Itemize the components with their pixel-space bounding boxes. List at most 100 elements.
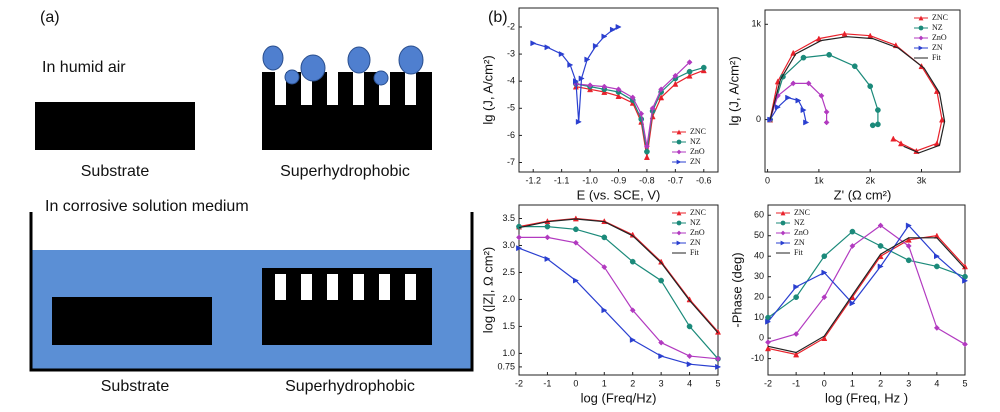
data-point	[672, 72, 679, 79]
data-point	[877, 243, 884, 249]
data-point	[587, 82, 594, 89]
data-point	[715, 363, 722, 370]
data-point	[934, 253, 941, 260]
data-point	[609, 26, 616, 33]
data-point	[905, 257, 912, 264]
series-line	[767, 224, 966, 345]
data-point	[851, 63, 858, 70]
data-point	[615, 23, 622, 30]
data-point	[867, 83, 874, 90]
legend-label: NZ	[794, 218, 805, 227]
data-point	[592, 42, 599, 49]
data-point	[877, 222, 884, 229]
data-point	[658, 94, 665, 101]
chart: -2 -1 0 1 2 3 4 5 3.5 3.0 2.5 2.0 1.5 1.0 0.75 log (Fre…	[480, 204, 722, 405]
data-point	[544, 234, 551, 241]
legend-symbol	[918, 35, 924, 41]
data-point	[765, 318, 772, 325]
data-point	[638, 110, 645, 117]
series-line	[769, 33, 943, 152]
series-line	[519, 236, 719, 360]
data-point	[905, 243, 912, 249]
x-tick-label: 1	[602, 378, 607, 388]
data-point	[821, 269, 828, 276]
x-tick-label: 2k	[865, 175, 875, 185]
data-point	[629, 336, 636, 343]
data-point	[715, 355, 721, 362]
series-line	[769, 82, 828, 123]
plot-frame	[767, 204, 966, 376]
data-point	[658, 353, 665, 360]
y-tick-label: -2	[507, 21, 515, 31]
legend-label: ZN	[932, 43, 943, 52]
data-point	[658, 277, 664, 284]
substrate-block	[35, 102, 195, 150]
data-point	[905, 236, 912, 243]
data-point	[544, 223, 551, 230]
legend-label: ZN	[690, 157, 701, 166]
data-point	[573, 78, 580, 85]
data-point	[573, 226, 579, 233]
series-line	[767, 224, 966, 323]
data-point	[875, 121, 881, 128]
series-line	[518, 217, 719, 333]
data-point	[793, 283, 800, 290]
data-point	[933, 324, 940, 331]
x-tick-label: -0.6	[696, 175, 712, 185]
y-tick-label: 1.5	[502, 321, 515, 331]
y-tick-label: 30	[754, 271, 764, 281]
panel-a: (a) In humid air Substrate Superhydropho…	[29, 9, 474, 395]
legend-label: ZNC	[794, 208, 810, 217]
data-point	[601, 33, 608, 40]
x-tick-label: 1k	[814, 175, 824, 185]
y-axis-label: log (|Z|, Ω cm²)	[480, 247, 495, 334]
data-point	[849, 300, 856, 307]
legend-symbol	[676, 230, 682, 236]
scene-label: In corrosive solution medium	[45, 198, 249, 215]
data-point	[629, 94, 636, 101]
data-point	[795, 97, 802, 104]
y-tick-label: 20	[754, 292, 764, 302]
x-tick-label: 3k	[917, 175, 927, 185]
data-point	[615, 86, 622, 93]
data-point	[629, 307, 636, 314]
x-axis-label: log (Freq/Hz)	[581, 390, 657, 405]
data-point	[785, 94, 792, 101]
y-tick-label: 3.0	[502, 240, 515, 250]
data-point	[643, 153, 650, 160]
x-tick-label: 3	[659, 378, 664, 388]
x-tick-label: -1	[792, 378, 800, 388]
legend-label: ZNC	[690, 208, 706, 217]
data-point	[800, 54, 807, 61]
data-point	[573, 277, 580, 284]
x-tick-label: -1.2	[525, 175, 541, 185]
x-tick-label: -1.1	[554, 175, 570, 185]
data-point	[793, 294, 799, 301]
x-axis-label: log (Freq, Hz )	[825, 390, 908, 405]
series-line	[767, 230, 966, 319]
x-tick-label: 0	[822, 378, 827, 388]
y-tick-label: 40	[754, 251, 764, 261]
data-point	[897, 140, 904, 147]
data-point	[686, 59, 693, 66]
data-point	[849, 243, 856, 249]
y-tick-label: -5	[507, 103, 515, 113]
data-point	[764, 345, 772, 352]
legend-label: NZ	[690, 137, 701, 146]
y-tick-label: -3	[507, 48, 515, 58]
data-point	[793, 351, 800, 358]
container	[29, 212, 474, 372]
data-point	[841, 30, 848, 37]
x-tick-label: 5	[715, 378, 720, 388]
data-point	[821, 253, 828, 260]
data-point	[615, 92, 622, 99]
data-point	[849, 228, 856, 235]
data-point	[826, 51, 832, 58]
data-point	[686, 353, 693, 360]
y-tick-label: -10	[751, 353, 764, 363]
data-point	[686, 361, 693, 368]
y-tick-label: 0	[756, 114, 761, 124]
x-tick-label: 4	[687, 378, 692, 388]
legend-symbol	[676, 220, 682, 226]
